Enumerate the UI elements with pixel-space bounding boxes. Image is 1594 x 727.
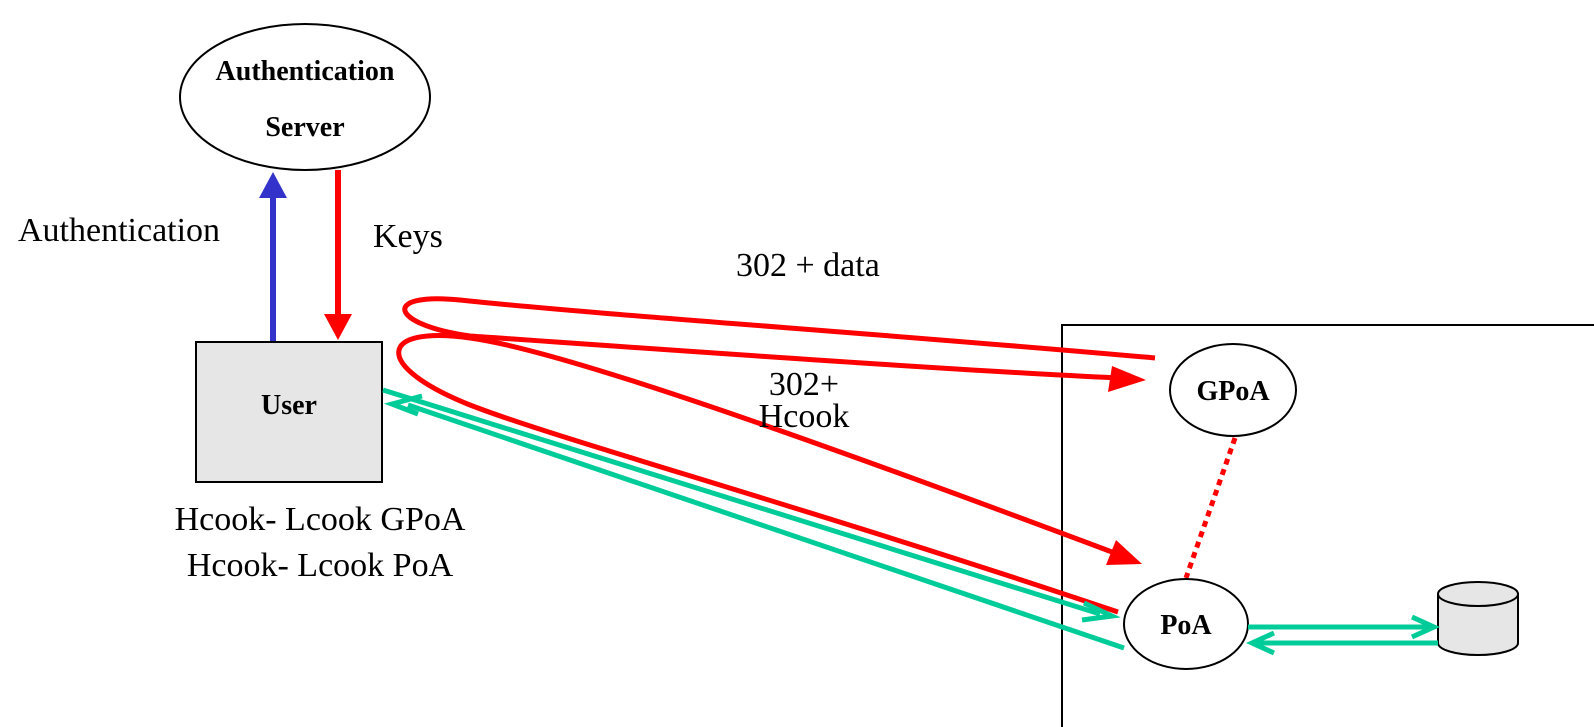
user-cookie-gpoa: Hcook- Lcook GPoA — [175, 501, 466, 538]
authentication-label: Authentication — [18, 212, 220, 249]
user-poa-exchange-arrows — [382, 387, 1125, 651]
gpoa-poa-link — [1183, 437, 1238, 579]
auth-server-label-line1: Authentication — [216, 56, 395, 87]
gpoa-node — [1169, 343, 1297, 437]
redirect-gpoa-arrowhead — [1108, 366, 1146, 392]
authentication-arrowhead — [259, 172, 287, 198]
redirect-hcook-label-line1: 302+ — [769, 366, 839, 403]
user-label: User — [261, 390, 317, 421]
poa-database-exchange-arrows — [1245, 614, 1441, 656]
auth-server-label-line2: Server — [265, 112, 344, 143]
user-node — [195, 341, 383, 483]
resource-domain-border — [1061, 324, 1594, 727]
database-icon — [1437, 581, 1519, 656]
poa-label: PoA — [1160, 610, 1212, 641]
poa-node — [1123, 578, 1249, 670]
user-cookie-poa: Hcook- Lcook PoA — [187, 547, 454, 584]
redirect-gpoa-out-arrow — [402, 296, 1156, 381]
keys-label: Keys — [373, 218, 443, 255]
gpoa-label: GPoA — [1196, 376, 1270, 407]
keys-arrowhead — [324, 314, 352, 340]
redirect-hcook-label-line2: Hcook — [759, 398, 850, 435]
redirect-poa-arrow — [396, 333, 1119, 615]
redirect-data-label: 302 + data — [736, 247, 880, 284]
redirect-poa-arrowhead — [1106, 540, 1142, 565]
auth-server-node — [179, 23, 431, 171]
